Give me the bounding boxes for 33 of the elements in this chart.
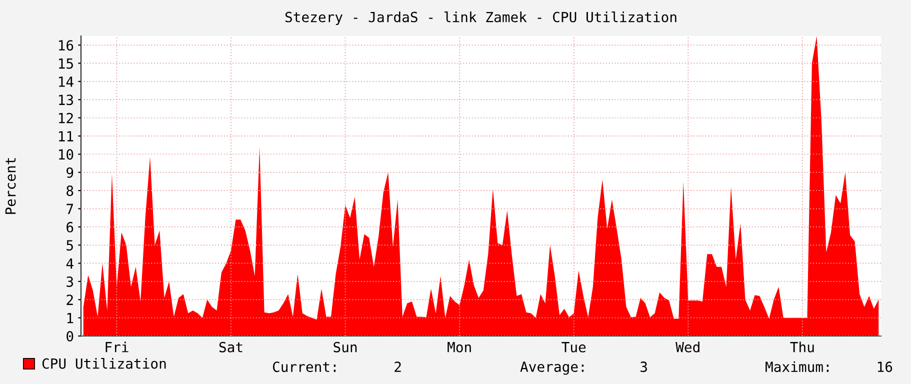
x-tick-label: Sat [219,342,242,352]
y-tick-label: 0 [66,331,74,342]
text: 3 [640,362,647,372]
x-tick-label: Thu [790,342,814,352]
x-tick-label: Mon [448,342,471,352]
chart-title: Stezery - JardaS - link Zamek - CPU Utilization [285,11,676,25]
y-tick-label: 6 [66,222,74,232]
y-tick-label: 5 [66,240,73,251]
y-tick-label: 10 [59,149,74,160]
x-tick-label: Fri [106,342,128,352]
y-axis-title: Percent [5,158,16,214]
text: Average: [520,362,584,375]
x-tick-label: Sun [334,342,357,352]
legend-label: CPU Utilization [42,358,166,369]
y-tick-label: 7 [66,204,74,214]
y-tick-label: 2 [66,294,73,305]
text: Maximum: [766,361,829,372]
y-tick-label: 15 [59,58,73,69]
text: 16 [878,362,892,372]
text: Current: [272,362,336,372]
y-tick-label: 3 [66,276,74,287]
y-tick-label: 13 [59,94,74,106]
y-tick-label: 1 [67,313,74,324]
x-tick-label: Wed [676,342,700,352]
x-tick-label: Tue [562,342,586,352]
y-tick-label: 8 [66,186,74,196]
y-tick-label: 12 [59,112,73,124]
y-tick-label: 9 [66,167,74,178]
y-tick-label: 4 [66,258,74,269]
y-tick-label: 11 [59,131,74,142]
y-tick-label: 14 [59,76,74,87]
text: 2 [394,362,401,372]
y-tick-label: 16 [59,40,74,51]
